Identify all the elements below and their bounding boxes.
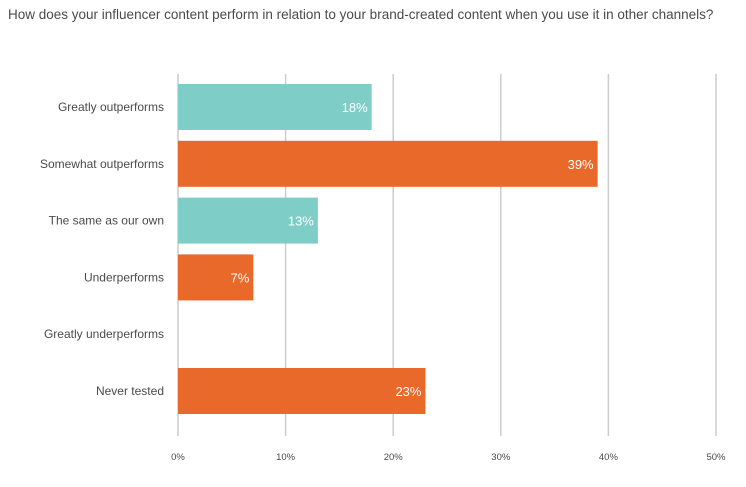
- x-tick-label: 10%: [276, 452, 296, 463]
- chart-title: How does your influencer content perform…: [8, 7, 714, 22]
- bar: [178, 84, 372, 130]
- x-tick-label: 20%: [384, 452, 404, 463]
- x-tick-label: 40%: [599, 452, 619, 463]
- category-label: Greatly underperforms: [44, 327, 164, 341]
- bar: [178, 140, 598, 187]
- data-label: 39%: [568, 157, 594, 172]
- category-label: Greatly outperforms: [58, 100, 164, 114]
- x-tick-label: 30%: [491, 452, 511, 463]
- value-labels: 18% 39% 13% 7% 23%: [231, 100, 595, 399]
- data-label: 7%: [231, 270, 250, 285]
- x-tick-labels: 0% 10% 20% 30% 40% 50%: [171, 452, 726, 463]
- bar: [178, 197, 318, 244]
- data-label: 23%: [395, 384, 421, 399]
- x-tick-label: 50%: [706, 452, 726, 463]
- category-labels: Greatly outperforms Somewhat outperforms T…: [40, 100, 164, 398]
- bar: [178, 368, 426, 414]
- category-label: Somewhat outperforms: [40, 157, 164, 171]
- bar: [178, 254, 254, 301]
- data-label: 13%: [288, 214, 314, 229]
- category-label: Underperforms: [84, 270, 164, 284]
- x-tick-label: 0%: [171, 452, 185, 463]
- category-label: The same as our own: [49, 214, 164, 228]
- category-label: Never tested: [96, 384, 164, 398]
- data-label: 18%: [342, 100, 368, 115]
- bars: [178, 84, 598, 414]
